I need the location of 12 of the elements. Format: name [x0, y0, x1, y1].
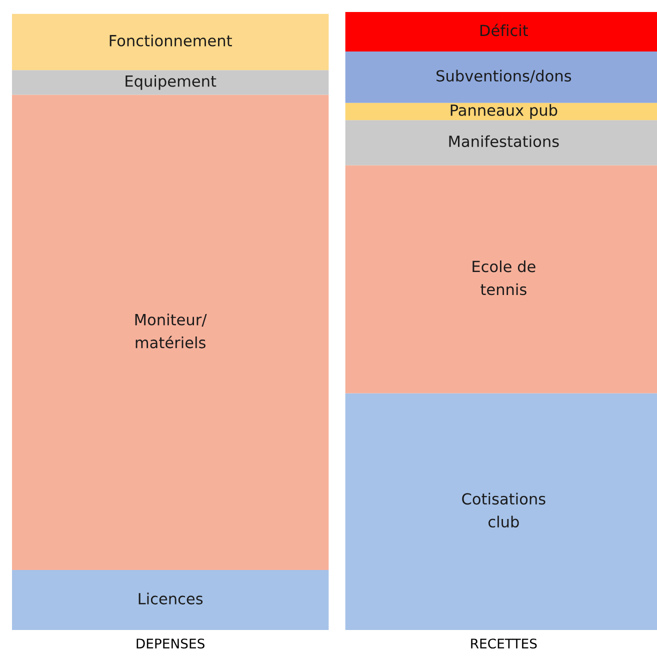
series-label: Ecole de tennis — [472, 260, 536, 296]
series-label: Equipement — [126, 75, 216, 90]
x-tick-label: RECETTES — [471, 638, 537, 649]
series-label: Cotisations club — [462, 492, 546, 528]
x-tick-label: DEPENSES — [136, 638, 204, 649]
series-label: Déficit — [480, 24, 528, 36]
series-label: Manifestations — [449, 135, 559, 148]
series-label: Licences — [138, 592, 203, 604]
series-label: Subventions/dons — [436, 70, 572, 83]
series-label: Panneaux pub — [450, 104, 558, 119]
series-label: Moniteur/ matériels — [135, 314, 207, 348]
series-label: Fonctionnement — [110, 34, 232, 46]
